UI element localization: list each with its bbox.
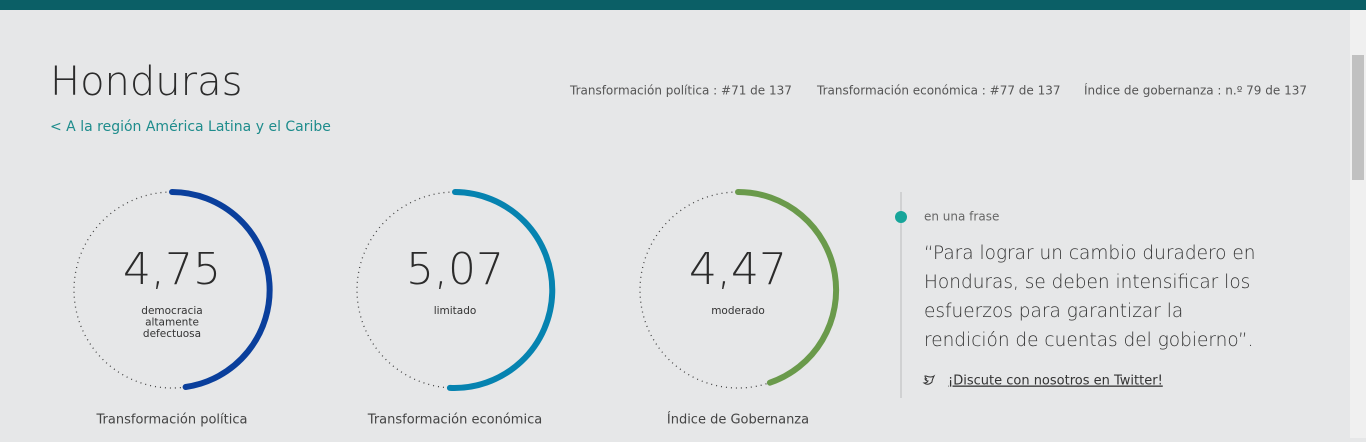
gauge-status: moderado	[711, 305, 765, 317]
gauge-score: 5,07	[406, 244, 504, 295]
quote-line: Honduras, se deben intensificar los	[924, 272, 1250, 293]
quote-line: rendición de cuentas del gobierno”.	[924, 330, 1254, 351]
title: Honduras	[50, 59, 242, 105]
gauge-status: altamente	[145, 317, 199, 329]
gauge-caption: Transformación económica	[367, 413, 542, 428]
gauge	[639, 189, 840, 389]
gauge-arc	[169, 189, 273, 390]
gauge-arc	[735, 189, 840, 386]
gauge	[73, 189, 273, 390]
quote-line: “Para lograr un cambio duradero en	[924, 243, 1255, 264]
gauge-status: democracia	[141, 305, 202, 317]
gauge-status: limitado	[434, 305, 477, 317]
gauge-caption: Índice de Gobernanza	[667, 412, 809, 428]
ranking: Transformación económica : #77 de 137	[816, 84, 1061, 98]
scroll-thumb[interactable]	[1352, 55, 1364, 180]
top-bar	[0, 0, 1366, 10]
quote-label: en una frase	[924, 210, 999, 224]
ranking: Índice de gobernanza : n.º 79 de 137	[1084, 83, 1307, 98]
twitter-link[interactable]: ¡Discute con nosotros en Twitter!	[948, 374, 1163, 389]
gauge-status: defectuosa	[143, 328, 201, 340]
gauge-arc	[446, 189, 556, 391]
back-link[interactable]: < A la región América Latina y el Caribe	[50, 119, 331, 135]
quote-dot	[895, 211, 907, 223]
gauge-score: 4,47	[689, 244, 787, 295]
twitter-icon[interactable]	[922, 374, 936, 385]
gauge-caption: Transformación política	[96, 413, 248, 428]
gauge	[356, 189, 556, 391]
ranking: Transformación política : #71 de 137	[569, 84, 792, 98]
quote-line: esfuerzos para garantizar la	[924, 301, 1183, 322]
gauge-score: 4,75	[123, 244, 221, 295]
